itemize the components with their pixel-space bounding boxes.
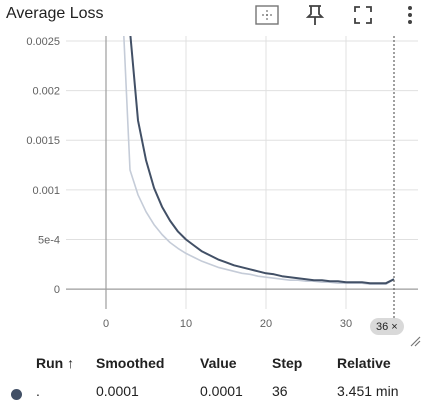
y-tick-label: 0: [54, 284, 60, 296]
x-tick-label: 20: [260, 318, 272, 330]
loss-chart[interactable]: 0 5e-4 0.001 0.0015 0.002 0.0025 0 10 20 30: [0, 36, 434, 348]
column-smoothed[interactable]: Smoothed: [96, 355, 165, 371]
column-relative[interactable]: Relative: [337, 355, 391, 371]
y-tick-label: 0.0025: [26, 36, 60, 48]
table-header: Run ↑ Smoothed Value Step Relative: [0, 353, 434, 377]
resize-handle-icon: [410, 336, 421, 347]
y-tick-label: 5e-4: [38, 235, 60, 247]
cell-smoothed: 0.0001: [96, 383, 139, 399]
y-tick-label: 0.0015: [26, 135, 60, 147]
close-icon[interactable]: ×: [391, 320, 398, 333]
more-vert-icon[interactable]: [397, 2, 423, 28]
step-cursor-chip[interactable]: 36 ×: [370, 318, 404, 335]
smoothed-series-line: [129, 36, 395, 285]
raw-series-line: [123, 36, 395, 285]
card-title: Average Loss: [6, 5, 104, 22]
fit-domain-icon[interactable]: [254, 2, 280, 28]
cell-relative: 3.451 min: [337, 383, 399, 399]
fullscreen-icon[interactable]: [350, 2, 376, 28]
step-chip-label: 36: [376, 320, 389, 333]
y-tick-label: 0.001: [32, 185, 60, 197]
pin-icon[interactable]: [302, 2, 328, 28]
cell-step: 36: [272, 383, 288, 399]
column-step[interactable]: Step: [272, 355, 303, 371]
table-row: . 0.0001 0.0001 36 3.451 min: [0, 377, 434, 401]
x-tick-label: 30: [340, 318, 352, 330]
cell-run: .: [36, 383, 40, 399]
column-run[interactable]: Run ↑: [36, 355, 75, 371]
cell-value: 0.0001: [200, 383, 243, 399]
run-table: Run ↑ Smoothed Value Step Relative . 0.0…: [0, 353, 434, 401]
y-tick-label: 0.002: [32, 86, 60, 98]
x-tick-label: 0: [103, 318, 109, 330]
column-value[interactable]: Value: [200, 355, 237, 371]
x-tick-label: 10: [180, 318, 192, 330]
run-color-dot: [11, 389, 22, 400]
